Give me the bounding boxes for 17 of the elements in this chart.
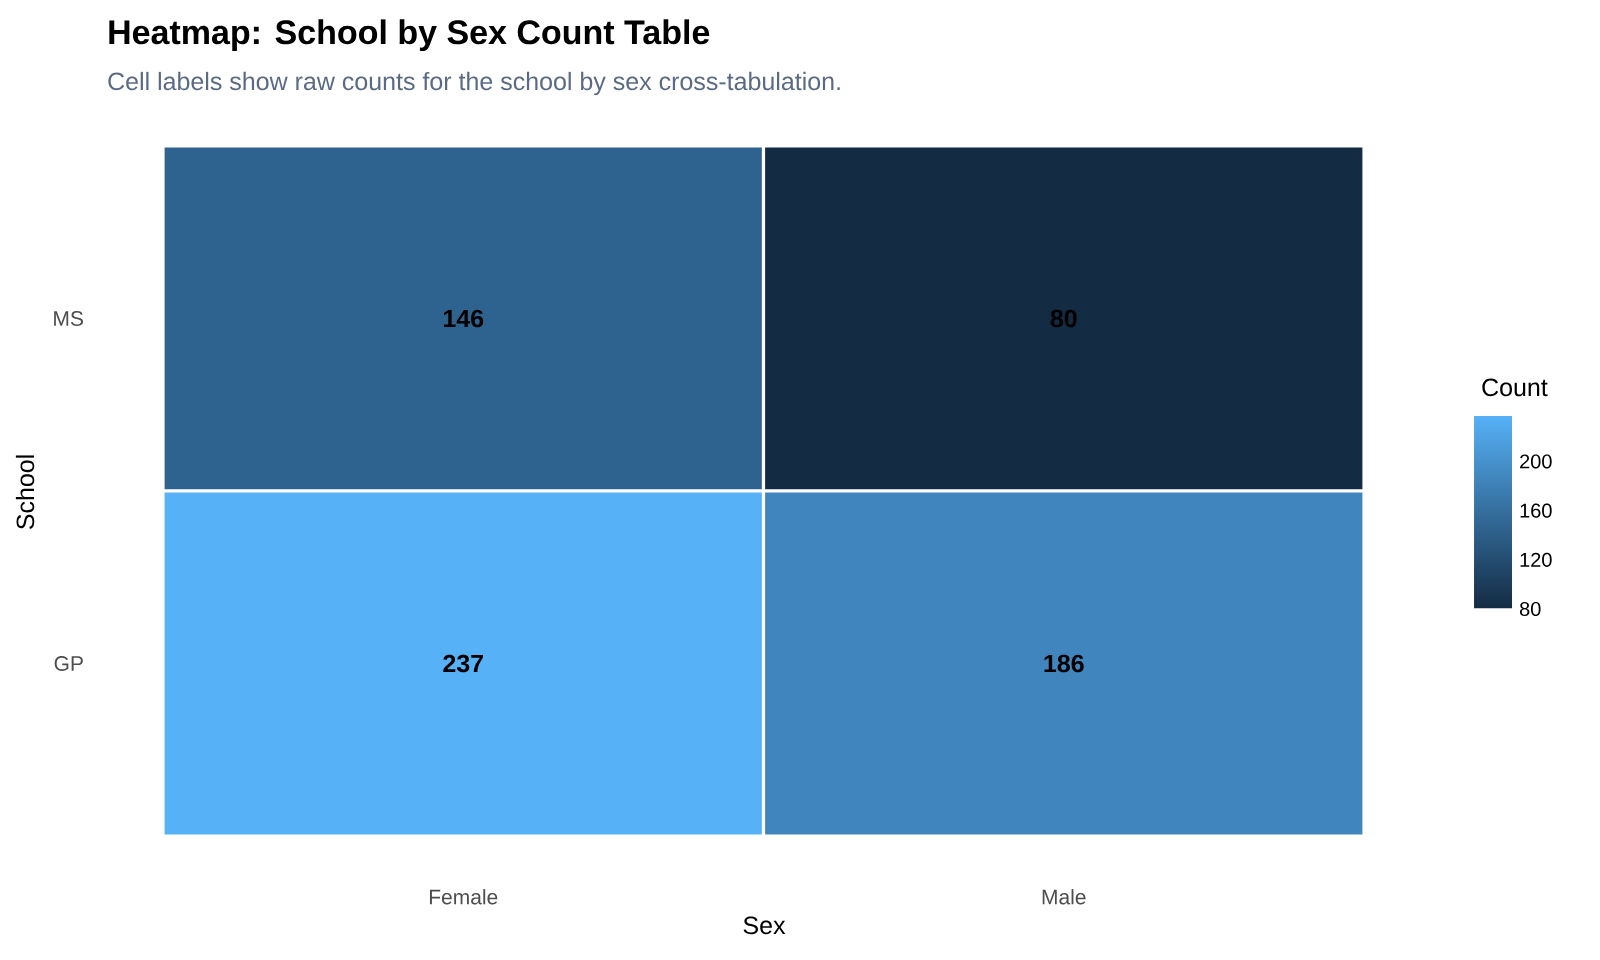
y-tick-label: MS [54,311,83,326]
chart-subtitle: Cell labels show raw counts for the school by sex cross-tabulation. [108,71,840,96]
color-bar-label: 80 [1519,601,1541,617]
color-bar-label: 160 [1520,503,1552,518]
chart-title: Heatmap: School by Sex Count Table [109,19,710,52]
data-label: 237 [443,654,483,673]
data-label: 186 [1044,654,1084,673]
y-tick-label: GP [54,656,83,671]
data-label: 80 [1050,309,1077,328]
color-bar-label: 200 [1520,454,1552,469]
color-bar-title: Count [1482,378,1548,397]
color-bar-label: 120 [1520,552,1552,567]
y-axis-title: School [15,455,35,530]
x-axis-title: Sex [743,916,786,935]
data-label: 146 [443,309,484,328]
x-tick-label: Male [1042,889,1086,905]
x-tick-label: Female [429,889,498,905]
